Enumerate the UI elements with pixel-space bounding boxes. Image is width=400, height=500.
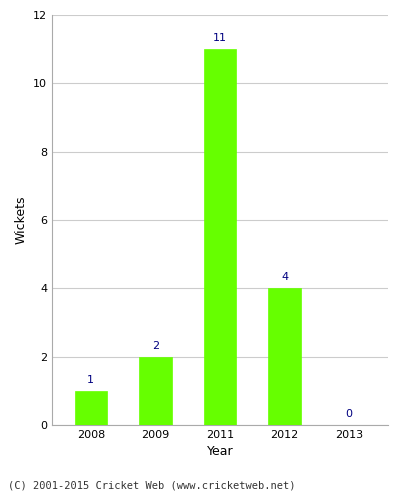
Y-axis label: Wickets: Wickets [14, 196, 28, 244]
Bar [268, 288, 301, 425]
Bar [139, 356, 172, 425]
Text: 1: 1 [87, 374, 94, 384]
Text: 4: 4 [281, 272, 288, 282]
Text: (C) 2001-2015 Cricket Web (www.cricketweb.net): (C) 2001-2015 Cricket Web (www.cricketwe… [8, 480, 296, 490]
X-axis label: Year: Year [207, 446, 233, 458]
Text: 2: 2 [152, 340, 159, 350]
Text: 11: 11 [213, 33, 227, 43]
Bar [75, 391, 107, 425]
Bar [204, 49, 236, 425]
Text: 0: 0 [346, 409, 353, 419]
